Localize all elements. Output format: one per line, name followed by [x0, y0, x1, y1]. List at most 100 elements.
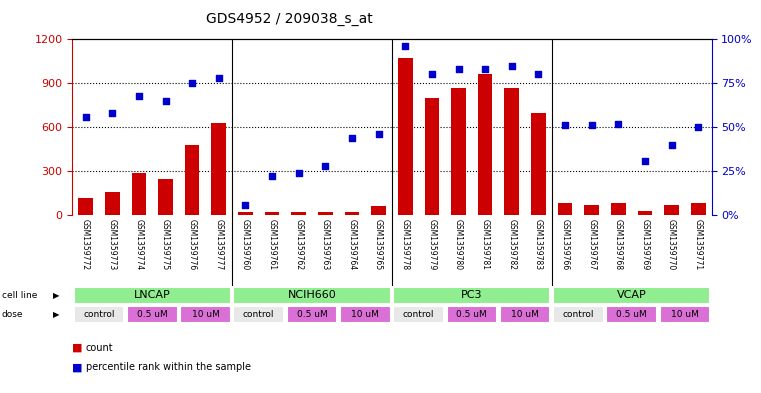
- Point: [266, 173, 279, 180]
- Text: GSM1359781: GSM1359781: [481, 219, 489, 270]
- Text: PC3: PC3: [461, 290, 482, 300]
- Text: 10 uM: 10 uM: [511, 310, 539, 319]
- Bar: [553, 306, 603, 323]
- Text: dose: dose: [2, 310, 23, 319]
- Point: [80, 114, 92, 120]
- Text: ▶: ▶: [53, 310, 60, 319]
- Bar: [291, 212, 306, 215]
- Text: ▶: ▶: [53, 291, 60, 300]
- Bar: [398, 58, 412, 215]
- Point: [240, 202, 252, 208]
- Bar: [447, 306, 497, 323]
- Text: ■: ■: [72, 362, 83, 373]
- Bar: [531, 112, 546, 215]
- Text: GSM1359760: GSM1359760: [241, 219, 250, 270]
- Text: control: control: [562, 310, 594, 319]
- Bar: [607, 306, 657, 323]
- Bar: [558, 204, 572, 215]
- Bar: [505, 88, 519, 215]
- Bar: [371, 206, 386, 215]
- Bar: [478, 75, 492, 215]
- Text: GSM1359779: GSM1359779: [428, 219, 436, 270]
- Point: [639, 158, 651, 164]
- Point: [346, 135, 358, 141]
- Bar: [500, 306, 550, 323]
- Text: GSM1359770: GSM1359770: [667, 219, 676, 270]
- Text: GSM1359782: GSM1359782: [508, 219, 516, 270]
- Bar: [105, 192, 119, 215]
- Text: GSM1359762: GSM1359762: [295, 219, 303, 270]
- Text: GSM1359761: GSM1359761: [268, 219, 276, 270]
- Point: [426, 72, 438, 78]
- Bar: [638, 211, 652, 215]
- Bar: [234, 306, 284, 323]
- Bar: [664, 205, 679, 215]
- Point: [186, 80, 199, 86]
- Point: [133, 92, 145, 99]
- Bar: [158, 178, 173, 215]
- Text: GSM1359766: GSM1359766: [561, 219, 569, 270]
- Text: 10 uM: 10 uM: [192, 310, 219, 319]
- Bar: [74, 306, 124, 323]
- Text: GSM1359769: GSM1359769: [641, 219, 649, 270]
- Bar: [287, 306, 337, 323]
- Bar: [127, 306, 177, 323]
- Point: [612, 121, 624, 127]
- Text: LNCAP: LNCAP: [134, 290, 170, 300]
- Point: [373, 131, 385, 138]
- Bar: [425, 98, 439, 215]
- Text: GSM1359771: GSM1359771: [694, 219, 702, 270]
- Point: [533, 72, 545, 78]
- Text: 0.5 uM: 0.5 uM: [457, 310, 487, 319]
- Text: cell line: cell line: [2, 291, 37, 300]
- Text: GSM1359783: GSM1359783: [534, 219, 543, 270]
- Text: GSM1359778: GSM1359778: [401, 219, 409, 270]
- Bar: [451, 88, 466, 215]
- Bar: [611, 204, 626, 215]
- Bar: [340, 306, 390, 323]
- Bar: [553, 286, 710, 304]
- Bar: [393, 286, 550, 304]
- Text: GSM1359767: GSM1359767: [587, 219, 596, 270]
- Text: percentile rank within the sample: percentile rank within the sample: [86, 362, 251, 373]
- Text: control: control: [83, 310, 115, 319]
- Text: 10 uM: 10 uM: [671, 310, 699, 319]
- Text: NCIH660: NCIH660: [288, 290, 336, 300]
- Text: GSM1359775: GSM1359775: [161, 219, 170, 270]
- Bar: [345, 212, 359, 215]
- Text: control: control: [243, 310, 275, 319]
- Text: GSM1359774: GSM1359774: [135, 219, 143, 270]
- Bar: [234, 286, 390, 304]
- Text: GSM1359768: GSM1359768: [614, 219, 622, 270]
- Text: GSM1359780: GSM1359780: [454, 219, 463, 270]
- Text: 10 uM: 10 uM: [352, 310, 379, 319]
- Text: GSM1359772: GSM1359772: [81, 219, 90, 270]
- Text: GSM1359763: GSM1359763: [321, 219, 330, 270]
- Point: [400, 43, 412, 50]
- Point: [506, 62, 518, 69]
- Bar: [180, 306, 231, 323]
- Point: [107, 110, 119, 116]
- Bar: [691, 204, 705, 215]
- Bar: [238, 212, 253, 215]
- Bar: [660, 306, 710, 323]
- Point: [666, 142, 678, 148]
- Bar: [78, 198, 93, 215]
- Text: GDS4952 / 209038_s_at: GDS4952 / 209038_s_at: [205, 11, 373, 26]
- Bar: [584, 205, 599, 215]
- Text: GSM1359777: GSM1359777: [215, 219, 223, 270]
- Text: 0.5 uM: 0.5 uM: [137, 310, 167, 319]
- Bar: [212, 123, 226, 215]
- Text: 0.5 uM: 0.5 uM: [616, 310, 647, 319]
- Bar: [265, 212, 279, 215]
- Point: [693, 124, 705, 130]
- Point: [559, 122, 571, 129]
- Point: [213, 75, 225, 81]
- Point: [586, 122, 598, 129]
- Bar: [318, 212, 333, 215]
- Bar: [74, 286, 231, 304]
- Point: [479, 66, 492, 72]
- Bar: [132, 173, 146, 215]
- Text: VCAP: VCAP: [616, 290, 647, 300]
- Bar: [185, 145, 199, 215]
